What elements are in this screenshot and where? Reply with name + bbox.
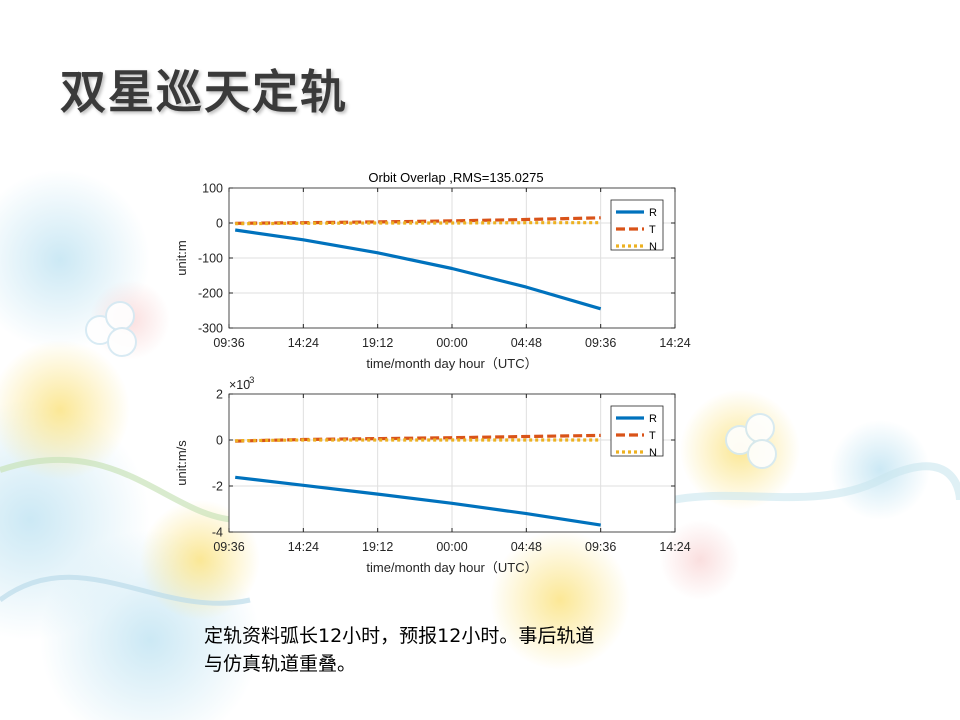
x-axis-label: time/month day hour（UTC） — [366, 356, 537, 371]
x-tick-label: 14:24 — [288, 336, 319, 350]
x-tick-label: 09:36 — [585, 336, 616, 350]
y-exponent-power: -3 — [246, 375, 254, 386]
chart-orbit-overlap-position: 09:36 14:24 19:12 00:00 04:48 09:36 14:24 100 0 -… — [174, 170, 691, 371]
x-tick-label: 09:36 — [585, 540, 616, 554]
legend-box — [610, 405, 664, 457]
x-tick-label: 00:00 — [436, 540, 467, 554]
x-tick-label: 00:00 — [436, 336, 467, 350]
x-tick-label: 19:12 — [362, 336, 393, 350]
caption: 定轨资料弧长12小时，预报12小时。事后轨道 与仿真轨道重叠。 — [204, 622, 724, 678]
x-tick-label: 19:12 — [362, 540, 393, 554]
x-tick-label: 09:36 — [213, 540, 244, 554]
y-axis-label: unit:m/s — [174, 440, 189, 486]
y-tick-label: 0 — [216, 217, 223, 231]
y-tick-label: -100 — [198, 252, 223, 266]
x-tick-label: 14:24 — [659, 336, 690, 350]
x-axis-label: time/month day hour（UTC） — [366, 560, 537, 575]
legend-box — [610, 199, 664, 251]
y-tick-label: 100 — [202, 182, 223, 196]
legend-label-N: N — [649, 241, 657, 253]
axes-box — [228, 187, 676, 329]
y-axis-label: unit:m — [174, 240, 189, 275]
x-tick-label: 09:36 — [213, 336, 244, 350]
y-exponent-label: ×10 — [229, 378, 250, 392]
y-tick-label: 0 — [216, 434, 223, 448]
caption-line-2: 与仿真轨道重叠。 — [204, 653, 357, 675]
legend-label-T: T — [649, 224, 656, 236]
y-tick-label: -200 — [198, 287, 223, 301]
x-tick-label: 14:24 — [288, 540, 319, 554]
y-tick-label: 2 — [216, 388, 223, 402]
caption-line-1: 定轨资料弧长12小时，预报12小时。事后轨道 — [204, 625, 595, 647]
axes-box — [228, 393, 676, 533]
slide-title: 双星巡天定轨 — [60, 65, 348, 119]
x-tick-label: 04:48 — [511, 336, 542, 350]
x-tick-label: 14:24 — [659, 540, 690, 554]
legend-label-R: R — [649, 207, 657, 219]
series-line-R — [234, 228, 602, 311]
legend-label-N: N — [649, 447, 657, 459]
y-tick-label: -2 — [212, 480, 223, 494]
chart-title: Orbit Overlap ,RMS=135.0275 — [368, 170, 543, 185]
x-tick-label: 04:48 — [511, 540, 542, 554]
series-line-N — [235, 221, 601, 226]
legend-label-T: T — [649, 430, 656, 442]
series-line-N — [235, 438, 601, 443]
y-tick-label: -300 — [198, 322, 223, 336]
chart-orbit-overlap-velocity: 09:36 14:24 19:12 00:00 04:48 09:36 14:24 2 0 -2 -… — [174, 375, 691, 575]
y-tick-label: -4 — [212, 526, 223, 540]
legend-label-R: R — [649, 413, 657, 425]
series-line-R — [235, 475, 601, 527]
